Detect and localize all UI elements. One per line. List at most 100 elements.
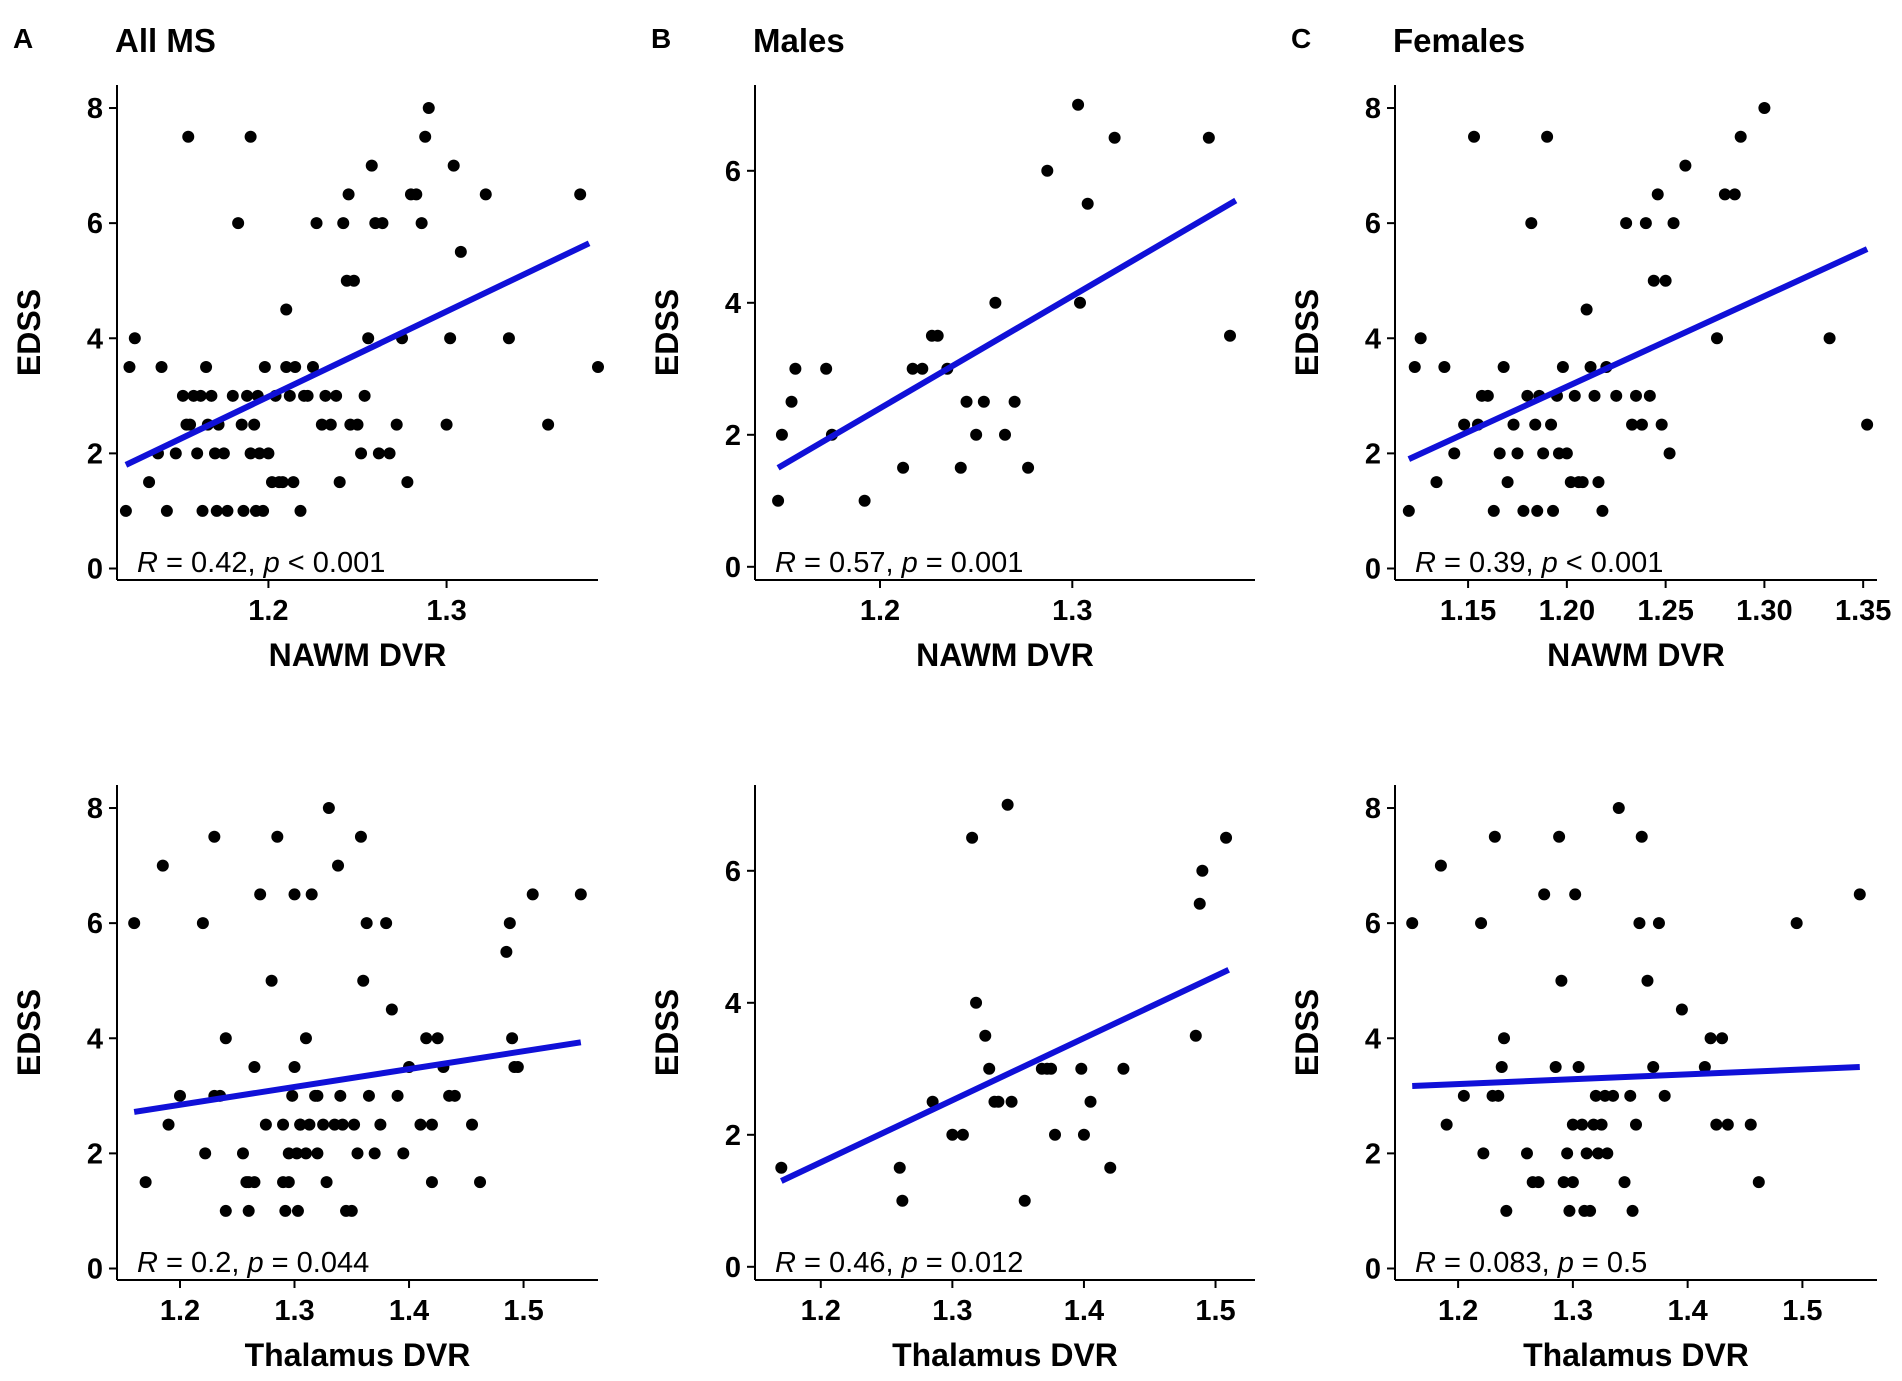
stat-r-val: = 0.39, — [1436, 547, 1542, 579]
data-point — [447, 159, 460, 172]
x-tick-label: 1.5 — [1782, 1295, 1822, 1327]
data-point — [1588, 389, 1601, 402]
data-point — [1557, 1176, 1570, 1189]
data-point — [237, 504, 250, 517]
data-point — [1658, 1089, 1671, 1102]
data-point — [1659, 274, 1672, 287]
data-point — [1495, 1061, 1508, 1074]
data-point — [262, 447, 275, 460]
data-point — [1022, 461, 1035, 474]
data-point — [288, 1061, 301, 1074]
data-point — [1652, 917, 1665, 930]
data-point — [362, 332, 375, 345]
data-point — [139, 1176, 152, 1189]
data-point — [1721, 1118, 1734, 1131]
data-point — [1555, 974, 1568, 987]
data-point — [1008, 395, 1021, 408]
data-point — [1734, 130, 1747, 143]
data-point — [1438, 361, 1451, 374]
y-tick-label: 6 — [1365, 208, 1381, 240]
data-point — [342, 188, 355, 201]
data-point — [772, 494, 785, 507]
y-axis-title: EDSS — [649, 289, 685, 376]
data-point — [893, 1161, 906, 1174]
data-point — [1630, 1118, 1642, 1131]
data-point — [322, 802, 335, 815]
data-point — [1541, 130, 1554, 143]
data-point — [253, 447, 266, 460]
data-point — [358, 389, 371, 402]
data-point — [196, 917, 209, 930]
data-point — [276, 476, 289, 489]
y-tick-label: 6 — [1365, 908, 1381, 940]
scatter-panel-6: 0 2 4 6 8 1.2 1.3 1.4 1.5 Thalamus DVR EDSS R = 0.0… — [1289, 785, 1877, 1373]
data-point — [232, 217, 245, 230]
x-tick-label: 1.2 — [248, 595, 288, 627]
data-point — [1072, 98, 1085, 111]
stat-r-sym: R — [775, 547, 796, 579]
x-axis-title: NAWM DVR — [269, 637, 447, 673]
data-point — [1572, 1061, 1585, 1074]
data-point — [1077, 1128, 1090, 1141]
data-point — [970, 428, 983, 441]
x-tick-label: 1.2 — [160, 1295, 200, 1327]
data-point — [1406, 917, 1419, 930]
data-point — [415, 217, 428, 230]
data-point — [1647, 274, 1660, 287]
y-tick-label: 6 — [725, 856, 741, 888]
data-point — [288, 888, 301, 901]
data-point — [506, 1032, 519, 1045]
data-point — [123, 361, 136, 374]
data-point — [1520, 1147, 1533, 1160]
data-point — [176, 389, 189, 402]
data-point — [1500, 1204, 1513, 1217]
stat-r-val: = 0.42, — [158, 547, 264, 579]
data-point — [156, 859, 169, 872]
x-tick-label: 1.2 — [801, 1295, 841, 1327]
data-point — [1643, 389, 1656, 402]
stat-p-val: < 0.001 — [280, 547, 386, 579]
data-point — [254, 888, 267, 901]
data-point — [1576, 1118, 1589, 1131]
regression-line — [780, 967, 1230, 1184]
stat-r-sym: R — [1415, 547, 1436, 579]
data-point — [334, 1089, 347, 1102]
data-point — [374, 1118, 387, 1131]
y-axis-title: EDSS — [11, 289, 47, 376]
panel-letter: B — [651, 23, 671, 54]
data-point — [1592, 1147, 1605, 1160]
data-point — [357, 974, 370, 987]
data-point — [992, 1095, 1005, 1108]
data-point — [362, 1089, 375, 1102]
data-point — [1538, 888, 1551, 901]
stat-p-val: = 0.5 — [1574, 1247, 1647, 1279]
stat-r-val: = 0.083, — [1436, 1247, 1558, 1279]
y-axis-title: EDSS — [1289, 289, 1325, 376]
data-point — [337, 217, 350, 230]
data-point — [1624, 1089, 1637, 1102]
data-point — [1521, 389, 1534, 402]
data-point — [502, 332, 515, 345]
data-point — [1630, 389, 1642, 402]
data-point — [287, 476, 300, 489]
data-point — [954, 461, 967, 474]
data-point — [244, 130, 257, 143]
data-point — [1005, 1095, 1018, 1108]
y-tick-label: 0 — [87, 1253, 103, 1285]
y-tick-label: 0 — [1365, 1253, 1381, 1285]
x-tick-label: 1.2 — [1438, 1295, 1478, 1327]
data-point — [283, 389, 296, 402]
y-axis-title: EDSS — [649, 989, 685, 1076]
data-point — [1580, 1147, 1593, 1160]
data-point — [333, 476, 346, 489]
y-tick-label: 8 — [87, 93, 103, 125]
data-point — [280, 361, 293, 374]
data-point — [143, 476, 156, 489]
data-point — [1475, 917, 1488, 930]
stat-p-val: = 0.044 — [264, 1247, 370, 1279]
data-point — [332, 859, 345, 872]
data-point — [1049, 1128, 1061, 1141]
data-point — [999, 428, 1011, 441]
data-point — [1675, 1003, 1688, 1016]
data-point — [1084, 1095, 1097, 1108]
